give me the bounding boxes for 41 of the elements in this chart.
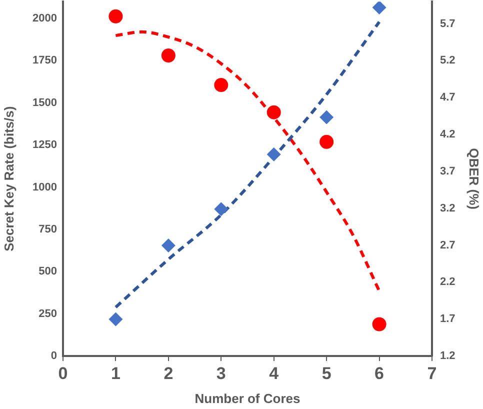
point — [108, 312, 123, 326]
point — [320, 134, 334, 149]
x-tick-label: 2 — [164, 364, 174, 383]
y2-tick-label: 4.7 — [440, 92, 456, 104]
y-tick-label: 1750 — [32, 54, 57, 67]
y-tick-label: 1000 — [32, 181, 57, 194]
y-tick-label: 500 — [38, 266, 57, 278]
point — [266, 147, 281, 162]
y-axis-title: Secret Key Rate (bits/s) — [1, 106, 16, 252]
point — [214, 202, 228, 216]
y-tick-label: 0 — [50, 350, 57, 362]
y2-axis-title: QBER (%) — [466, 148, 482, 210]
point — [108, 9, 123, 24]
y2-tick-label: 3.2 — [440, 202, 456, 214]
y-tick-label: 1250 — [32, 139, 57, 152]
point — [214, 78, 228, 92]
x-tick-label: 3 — [216, 364, 226, 383]
x-tick-label: 6 — [374, 364, 384, 383]
y2-tick-label: 2.2 — [440, 276, 456, 288]
y-tick-label: 1500 — [32, 96, 57, 109]
x-tick-label: 4 — [269, 364, 280, 383]
y-tick-label: 2000 — [32, 12, 57, 25]
point — [372, 317, 386, 332]
y2-tick-label: 5.2 — [440, 54, 456, 67]
y-tick-label: 750 — [38, 223, 57, 236]
point — [161, 238, 176, 252]
x-tick-label: 1 — [110, 364, 120, 383]
y2-tick-label: 2.7 — [440, 239, 456, 252]
point — [161, 48, 176, 62]
y2-tick-label: 4.2 — [440, 128, 456, 141]
x-tick-label: 7 — [427, 364, 437, 383]
point — [266, 105, 281, 120]
point — [320, 110, 334, 124]
x-axis-title: Number of Cores — [194, 390, 300, 406]
x-tick-label: 5 — [322, 364, 332, 383]
point — [372, 2, 386, 15]
y2-tick-label: 1.7 — [440, 313, 456, 326]
y2-tick-label: 1.2 — [440, 350, 456, 362]
y2-tick-label: 5.7 — [440, 18, 456, 30]
y2-tick-label: 3.7 — [440, 165, 456, 178]
y-tick-label: 250 — [38, 308, 57, 320]
